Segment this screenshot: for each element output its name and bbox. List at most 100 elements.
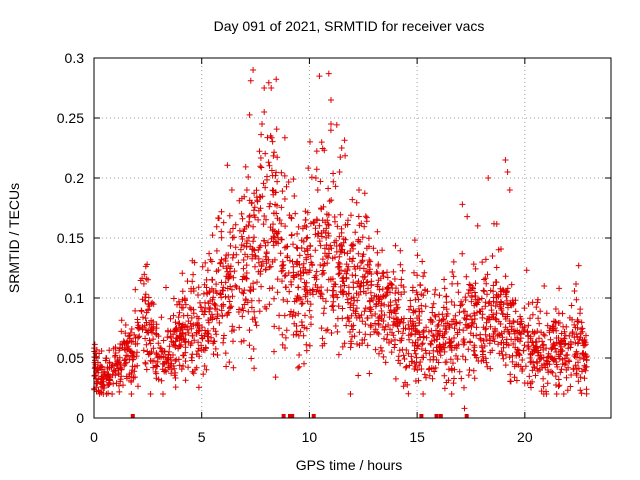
data-point xyxy=(302,208,309,215)
data-point xyxy=(366,298,373,305)
data-point xyxy=(189,257,196,264)
data-point xyxy=(182,344,189,351)
data-point xyxy=(460,327,467,334)
data-point xyxy=(556,285,563,292)
data-point xyxy=(150,345,157,352)
data-point xyxy=(124,346,130,353)
data-point xyxy=(158,377,165,384)
data-point xyxy=(249,246,256,253)
data-point xyxy=(242,163,249,170)
data-point xyxy=(553,391,560,397)
data-point xyxy=(189,357,195,364)
data-point xyxy=(456,368,463,375)
data-point xyxy=(251,234,257,241)
data-point xyxy=(259,193,266,200)
data-point xyxy=(573,281,579,287)
data-point xyxy=(252,214,258,221)
data-point xyxy=(240,265,247,272)
data-point xyxy=(415,329,422,336)
data-point xyxy=(502,362,509,369)
data-point xyxy=(225,309,232,316)
data-point xyxy=(545,350,552,357)
data-point xyxy=(346,318,353,325)
data-point xyxy=(530,363,537,370)
data-point xyxy=(367,324,374,330)
data-point xyxy=(526,373,533,380)
data-point xyxy=(128,369,135,376)
data-point xyxy=(123,340,129,347)
data-point xyxy=(349,333,355,340)
data-point xyxy=(497,304,504,310)
data-point xyxy=(407,318,414,324)
data-point xyxy=(543,357,550,364)
y-tick-label: 0.25 xyxy=(57,110,84,126)
data-point xyxy=(512,297,519,304)
data-point xyxy=(468,323,475,330)
data-point xyxy=(509,352,516,359)
data-point xyxy=(529,367,536,374)
data-point xyxy=(343,261,350,268)
data-point xyxy=(450,273,457,280)
data-point xyxy=(385,284,392,291)
data-point xyxy=(141,271,148,278)
data-point xyxy=(203,276,210,283)
data-point xyxy=(177,333,184,340)
data-point xyxy=(134,316,141,323)
data-point xyxy=(472,265,479,272)
data-point xyxy=(325,70,332,77)
data-point xyxy=(251,204,258,211)
data-point xyxy=(582,339,589,346)
data-point xyxy=(304,245,310,252)
data-point xyxy=(143,341,150,348)
data-point xyxy=(101,385,108,391)
data-point xyxy=(492,303,499,310)
data-point xyxy=(469,284,476,291)
data-point xyxy=(329,302,336,309)
data-point xyxy=(492,279,499,285)
data-point xyxy=(461,384,467,391)
data-point xyxy=(368,271,375,277)
data-point xyxy=(284,298,291,305)
data-point xyxy=(535,315,542,322)
data-point xyxy=(300,238,307,245)
data-point xyxy=(527,315,533,322)
data-point xyxy=(471,347,478,354)
data-point xyxy=(312,225,319,232)
data-point xyxy=(333,121,340,128)
data-point xyxy=(566,332,573,339)
data-point xyxy=(323,234,330,241)
data-point xyxy=(493,264,500,271)
data-point xyxy=(179,270,186,277)
data-point xyxy=(259,121,265,127)
data-point xyxy=(142,263,149,270)
data-point xyxy=(250,238,257,245)
data-point xyxy=(578,390,585,397)
data-point xyxy=(305,165,312,172)
data-point xyxy=(172,358,179,364)
data-point xyxy=(433,356,440,363)
data-point xyxy=(398,282,405,289)
data-point xyxy=(168,370,175,377)
data-point xyxy=(359,234,366,241)
data-point xyxy=(553,327,560,334)
data-point xyxy=(440,334,447,341)
data-point xyxy=(365,285,371,292)
data-point xyxy=(176,309,183,316)
data-point xyxy=(254,198,261,205)
data-point xyxy=(406,336,413,343)
data-point xyxy=(256,308,263,315)
data-point xyxy=(182,322,188,329)
data-point xyxy=(564,387,571,394)
data-point xyxy=(243,223,250,230)
data-point xyxy=(272,201,279,208)
data-point xyxy=(178,341,185,348)
data-point xyxy=(205,319,212,326)
data-point xyxy=(294,245,301,252)
data-point xyxy=(541,283,548,289)
data-point xyxy=(519,368,526,374)
data-point xyxy=(239,313,246,320)
data-point xyxy=(513,377,520,384)
data-point xyxy=(303,341,310,348)
data-point xyxy=(507,301,514,308)
data-point xyxy=(241,301,248,308)
